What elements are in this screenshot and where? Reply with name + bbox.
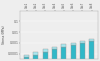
Bar	[89, 41, 94, 61]
Bar	[61, 44, 66, 47]
Bar	[33, 52, 38, 55]
Bar	[71, 43, 76, 45]
Bar	[80, 41, 85, 43]
Bar	[43, 49, 48, 52]
Bar	[89, 38, 94, 41]
Bar	[61, 47, 66, 61]
Bar	[24, 57, 29, 61]
Bar	[24, 55, 29, 57]
Bar	[43, 52, 48, 61]
Bar	[52, 47, 57, 49]
Bar	[52, 49, 57, 61]
Y-axis label: Stress (MPa): Stress (MPa)	[2, 25, 6, 44]
Bar	[71, 45, 76, 61]
Bar	[33, 55, 38, 61]
Bar	[80, 43, 85, 61]
